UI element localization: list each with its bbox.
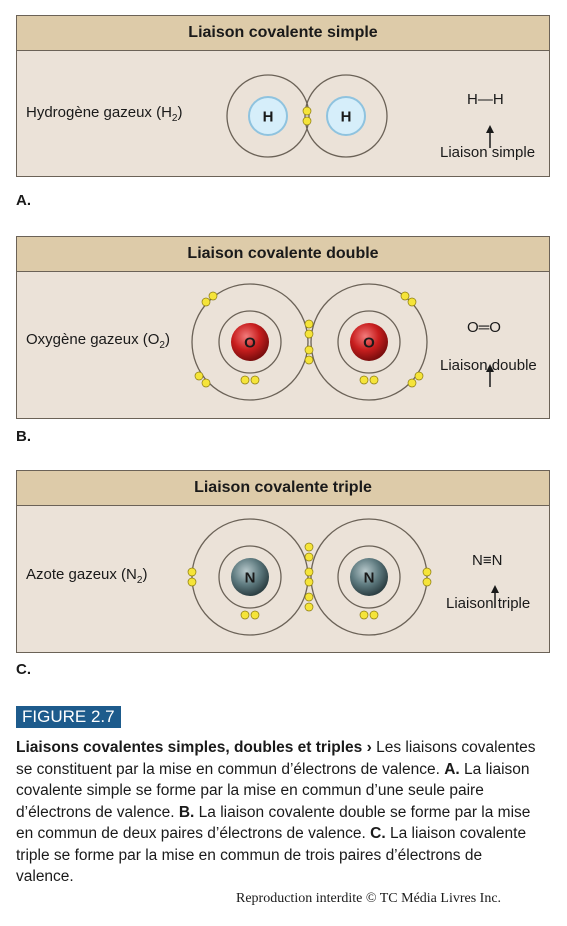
- atom-left: H: [248, 96, 288, 136]
- caption-b-text: La liaison covalente double se forme par…: [16, 803, 531, 843]
- atom-symbol: H: [263, 109, 274, 126]
- shared-electron-pairs: [304, 542, 314, 612]
- atom-right: H: [326, 96, 366, 136]
- atom-symbol: N: [364, 570, 375, 587]
- caption-c-text: La liaison covalente triple se forme par…: [16, 825, 527, 885]
- panel-letter: A.: [16, 192, 31, 209]
- bond-type-label: Liaison double: [440, 357, 537, 374]
- atom-symbol: N: [245, 570, 256, 587]
- atom-symbol: O: [244, 335, 256, 352]
- shared-electron-pair: [302, 106, 312, 126]
- atom-right: N: [350, 558, 388, 596]
- outer-orbit-right: [310, 518, 428, 636]
- up-arrow-icon: [491, 585, 499, 608]
- outer-orbit-right: [310, 283, 428, 401]
- inner-orbit-left: [218, 545, 282, 609]
- panel-title: Liaison covalente triple: [17, 471, 549, 506]
- hydrogen-molecule-diagram: H H: [226, 74, 494, 158]
- orbit-left: [226, 74, 310, 158]
- panel-letter: C.: [16, 661, 31, 678]
- caption-a-label: A.: [444, 760, 460, 778]
- bond-type-label: Liaison simple: [440, 144, 536, 161]
- figure-tag: FIGURE 2.7: [16, 706, 121, 728]
- outer-orbit-left: [191, 518, 309, 636]
- panel-title: Liaison covalente double: [17, 237, 549, 272]
- valence-electrons: [194, 291, 424, 388]
- atom-left: O: [231, 323, 269, 361]
- figure-caption: Liaisons covalentes simples, doubles et …: [16, 737, 536, 888]
- inner-orbit-left: [218, 310, 282, 374]
- inner-orbit-right: [337, 545, 401, 609]
- up-arrow-icon: [486, 364, 494, 387]
- atom-symbol: H: [341, 109, 352, 126]
- copyright-notice: Reproduction interdite © TC Média Livres…: [236, 891, 502, 906]
- structural-formula: H—H: [467, 91, 504, 108]
- valence-electrons: [187, 567, 432, 620]
- gas-label: Azote gazeux (N2): [26, 566, 148, 586]
- panel-title: Liaison covalente simple: [17, 16, 549, 51]
- inner-orbit-right: [337, 310, 401, 374]
- caption-a-text: La liaison covalente simple se forme par…: [16, 760, 530, 821]
- panel-letter: B.: [16, 428, 31, 445]
- panel-single-bond: Liaison covalente simple H H Hydrogène: [16, 15, 550, 177]
- caption-arrow-icon: ›: [366, 739, 372, 756]
- gas-label: Hydrogène gazeux (H2): [26, 104, 183, 124]
- panel-triple-bond: Liaison covalente triple N N: [16, 470, 550, 653]
- caption-intro: Les liaisons covalentes se constituent p…: [16, 739, 536, 778]
- panel-double-bond: Liaison covalente double O O: [16, 236, 550, 419]
- gas-label: Oxygène gazeux (O2): [26, 331, 170, 351]
- atom-right: O: [350, 323, 388, 361]
- up-arrow-icon: [486, 125, 494, 148]
- outer-orbit-left: [191, 283, 309, 401]
- bond-type-label: Liaison triple: [446, 595, 531, 612]
- shared-electron-pairs: [304, 319, 314, 365]
- nitrogen-molecule-diagram: N N: [187, 518, 499, 636]
- caption-title: Liaisons covalentes simples, doubles et …: [16, 739, 363, 756]
- structural-formula: N≡N: [472, 552, 503, 569]
- atom-symbol: O: [363, 335, 375, 352]
- orbit-right: [304, 74, 388, 158]
- atom-left: N: [231, 558, 269, 596]
- caption-c-label: C.: [370, 825, 386, 842]
- oxygen-molecule-diagram: O O: [191, 283, 494, 401]
- structural-formula: O═O: [467, 319, 501, 336]
- caption-b-label: B.: [178, 803, 195, 821]
